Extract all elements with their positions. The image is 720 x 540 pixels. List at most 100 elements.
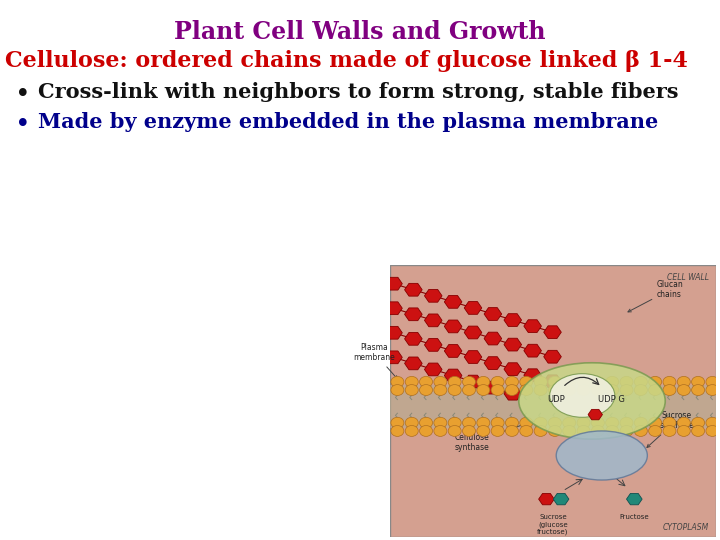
Circle shape <box>634 376 647 387</box>
Circle shape <box>678 376 690 387</box>
Circle shape <box>505 376 518 387</box>
Text: UDP G: UDP G <box>598 395 625 404</box>
Circle shape <box>434 384 447 395</box>
Circle shape <box>663 384 676 395</box>
Circle shape <box>606 426 618 436</box>
Circle shape <box>577 376 590 387</box>
Circle shape <box>477 376 490 387</box>
Circle shape <box>692 376 705 387</box>
Text: Cellulose: ordered chains made of glucose linked β 1-4: Cellulose: ordered chains made of glucos… <box>5 50 688 72</box>
Circle shape <box>405 376 418 387</box>
Circle shape <box>405 384 418 395</box>
Circle shape <box>491 384 504 395</box>
Circle shape <box>549 426 562 436</box>
Circle shape <box>663 426 676 436</box>
Text: •: • <box>15 112 31 137</box>
Circle shape <box>391 376 404 387</box>
Circle shape <box>477 384 490 395</box>
Text: Plasma
membrane: Plasma membrane <box>353 343 397 379</box>
Circle shape <box>462 376 475 387</box>
Circle shape <box>663 417 676 428</box>
Text: UDP: UDP <box>547 395 565 404</box>
Text: CYTOPLASM: CYTOPLASM <box>663 523 709 532</box>
Circle shape <box>477 426 490 436</box>
Circle shape <box>692 384 705 395</box>
Text: Cross-link with neighbors to form strong, stable fibers: Cross-link with neighbors to form strong… <box>38 82 678 102</box>
Circle shape <box>649 426 662 436</box>
Ellipse shape <box>549 374 615 417</box>
Circle shape <box>692 417 705 428</box>
Circle shape <box>520 417 533 428</box>
Text: Glucan
chains: Glucan chains <box>628 280 684 312</box>
Circle shape <box>491 417 504 428</box>
Circle shape <box>420 426 433 436</box>
Circle shape <box>448 384 462 395</box>
Circle shape <box>391 417 404 428</box>
Circle shape <box>706 417 719 428</box>
Circle shape <box>563 384 576 395</box>
Circle shape <box>577 426 590 436</box>
Circle shape <box>563 426 576 436</box>
Text: Cellulose
synthase: Cellulose synthase <box>454 421 533 452</box>
Circle shape <box>405 426 418 436</box>
Circle shape <box>606 417 618 428</box>
Circle shape <box>520 426 533 436</box>
Circle shape <box>706 384 719 395</box>
Circle shape <box>678 426 690 436</box>
Circle shape <box>620 376 633 387</box>
Circle shape <box>606 376 618 387</box>
Circle shape <box>706 426 719 436</box>
Circle shape <box>549 417 562 428</box>
Circle shape <box>649 417 662 428</box>
Circle shape <box>549 376 562 387</box>
Circle shape <box>505 384 518 395</box>
Circle shape <box>591 417 604 428</box>
Circle shape <box>420 417 433 428</box>
Circle shape <box>606 384 618 395</box>
Circle shape <box>591 426 604 436</box>
Circle shape <box>405 417 418 428</box>
Text: Plant Cell Walls and Growth: Plant Cell Walls and Growth <box>174 20 546 44</box>
Circle shape <box>448 417 462 428</box>
Circle shape <box>448 376 462 387</box>
Text: Made by enzyme embedded in the plasma membrane: Made by enzyme embedded in the plasma me… <box>38 112 658 132</box>
Circle shape <box>505 417 518 428</box>
Circle shape <box>706 376 719 387</box>
Circle shape <box>491 426 504 436</box>
Circle shape <box>391 426 404 436</box>
Circle shape <box>678 384 690 395</box>
Circle shape <box>534 417 547 428</box>
Circle shape <box>534 376 547 387</box>
Circle shape <box>577 384 590 395</box>
Ellipse shape <box>557 431 647 480</box>
Circle shape <box>534 426 547 436</box>
Circle shape <box>591 384 604 395</box>
Circle shape <box>462 384 475 395</box>
Circle shape <box>491 376 504 387</box>
Circle shape <box>420 384 433 395</box>
Circle shape <box>678 417 690 428</box>
Ellipse shape <box>519 363 665 439</box>
Circle shape <box>505 426 518 436</box>
Circle shape <box>663 376 676 387</box>
Circle shape <box>420 376 433 387</box>
Text: Sucrose
(glucose
fructose): Sucrose (glucose fructose) <box>537 514 569 535</box>
Circle shape <box>462 417 475 428</box>
Circle shape <box>692 426 705 436</box>
Circle shape <box>620 384 633 395</box>
Circle shape <box>448 426 462 436</box>
Circle shape <box>649 384 662 395</box>
Circle shape <box>563 417 576 428</box>
Circle shape <box>520 384 533 395</box>
Text: Fructose: Fructose <box>619 514 649 520</box>
Circle shape <box>649 376 662 387</box>
Circle shape <box>477 417 490 428</box>
Circle shape <box>591 376 604 387</box>
Circle shape <box>634 417 647 428</box>
Circle shape <box>549 384 562 395</box>
Circle shape <box>434 426 447 436</box>
Circle shape <box>563 376 576 387</box>
Circle shape <box>634 426 647 436</box>
Circle shape <box>462 426 475 436</box>
Circle shape <box>434 376 447 387</box>
